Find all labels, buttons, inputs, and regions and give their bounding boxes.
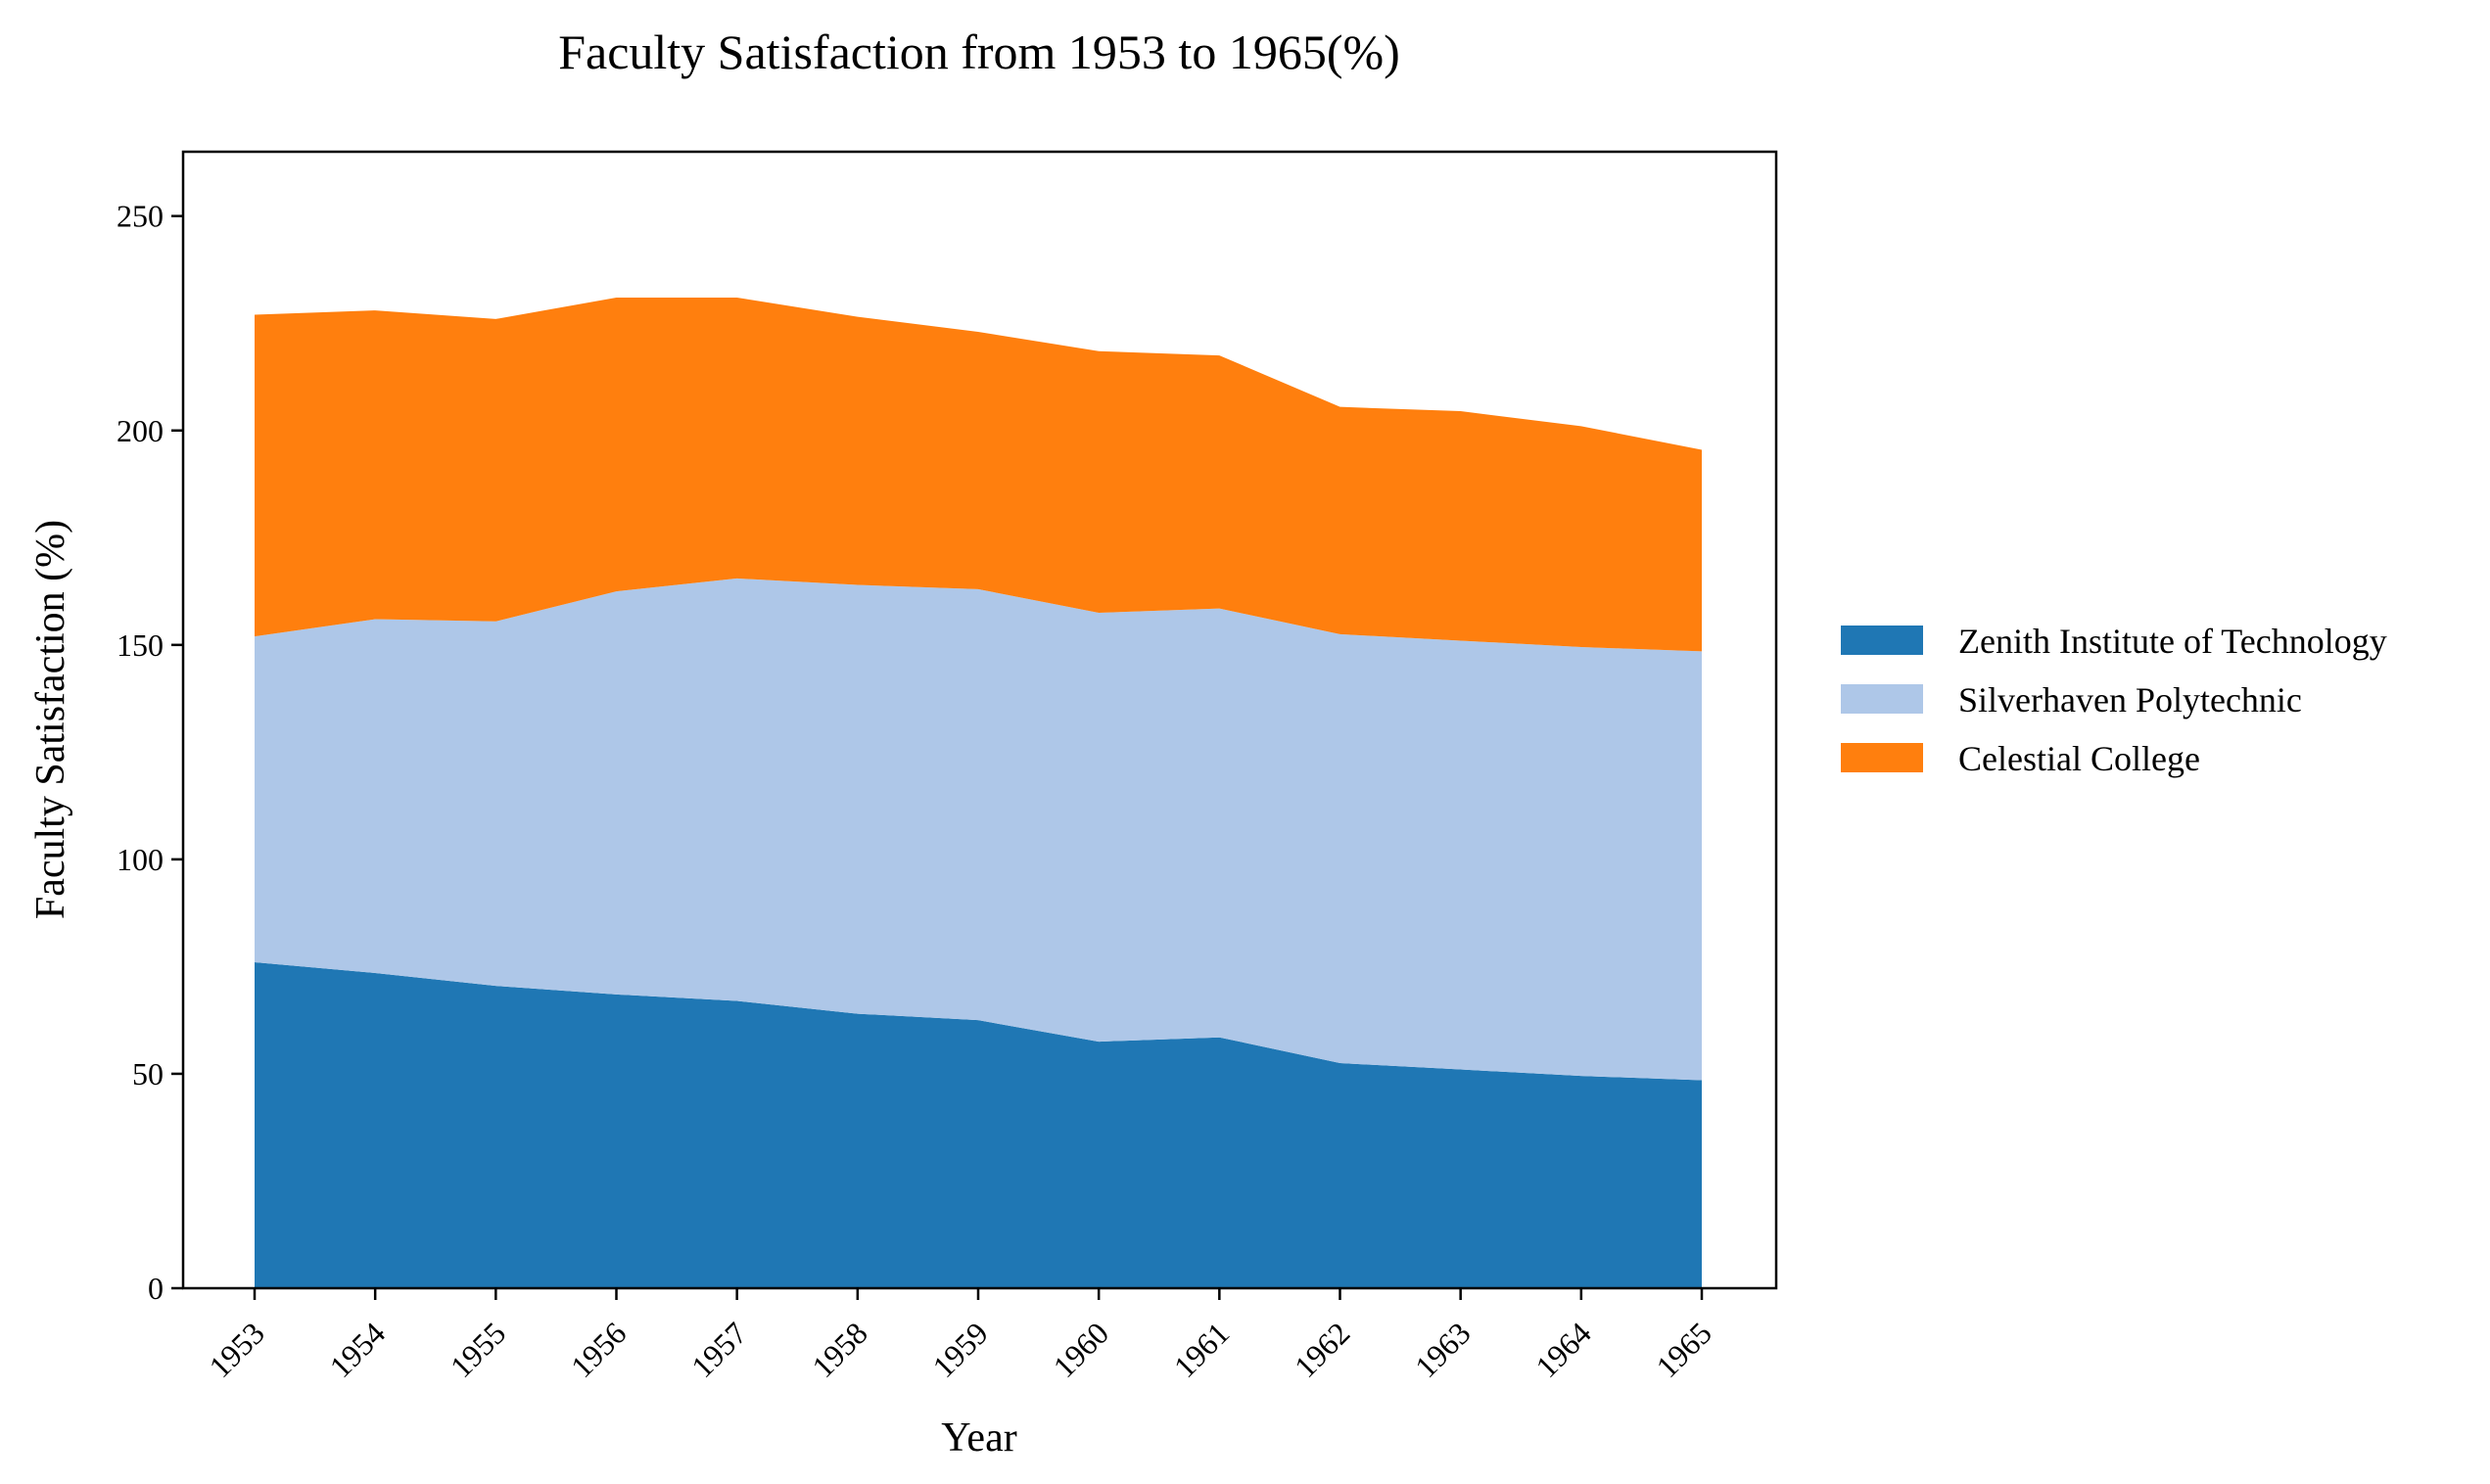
y-axis: 0 50 100 150 200 250: [117, 199, 183, 1306]
x-axis: 1953 1954 1955 1956 1957 1958 1959 1960 1961 1962…: [202, 1288, 1718, 1384]
legend-label-0: Zenith Institute of Technology: [1958, 622, 2387, 661]
y-axis-label: Faculty Satisfaction (%): [28, 520, 73, 919]
x-tick-label: 1957: [684, 1315, 754, 1384]
legend-swatch-2: [1841, 743, 1923, 772]
legend: Zenith Institute of Technology Silverhave…: [1841, 622, 2387, 778]
y-tick-label: 250: [117, 199, 164, 234]
x-tick-label: 1961: [1167, 1315, 1237, 1384]
chart-title: Faculty Satisfaction from 1953 to 1965(%…: [558, 24, 1400, 79]
legend-swatch-1: [1841, 684, 1923, 714]
y-tick-label: 100: [117, 842, 164, 877]
legend-label-1: Silverhaven Polytechnic: [1958, 680, 2302, 719]
x-tick-label: 1953: [202, 1315, 271, 1384]
legend-label-2: Celestial College: [1958, 739, 2200, 778]
x-tick-label: 1959: [925, 1315, 995, 1384]
x-tick-label: 1963: [1408, 1315, 1478, 1384]
x-tick-label: 1962: [1288, 1315, 1357, 1384]
x-tick-label: 1955: [444, 1315, 513, 1384]
x-tick-label: 1958: [805, 1315, 874, 1384]
x-tick-label: 1960: [1046, 1315, 1115, 1384]
plot-frame: [181, 150, 1778, 1290]
x-tick-label: 1956: [564, 1315, 634, 1384]
x-tick-label: 1964: [1528, 1315, 1598, 1384]
y-tick-label: 50: [132, 1056, 164, 1091]
x-tick-label: 1965: [1649, 1315, 1718, 1384]
legend-swatch-0: [1841, 626, 1923, 655]
x-axis-label: Year: [941, 1415, 1016, 1461]
area-series-1: [255, 578, 1702, 1081]
y-tick-label: 0: [148, 1271, 164, 1306]
y-tick-label: 150: [117, 627, 164, 663]
x-tick-label: 1954: [322, 1315, 392, 1384]
area-series-2: [255, 297, 1702, 652]
y-tick-label: 200: [117, 413, 164, 448]
plot-areas: [255, 297, 1702, 1288]
area-series-0: [255, 962, 1702, 1288]
